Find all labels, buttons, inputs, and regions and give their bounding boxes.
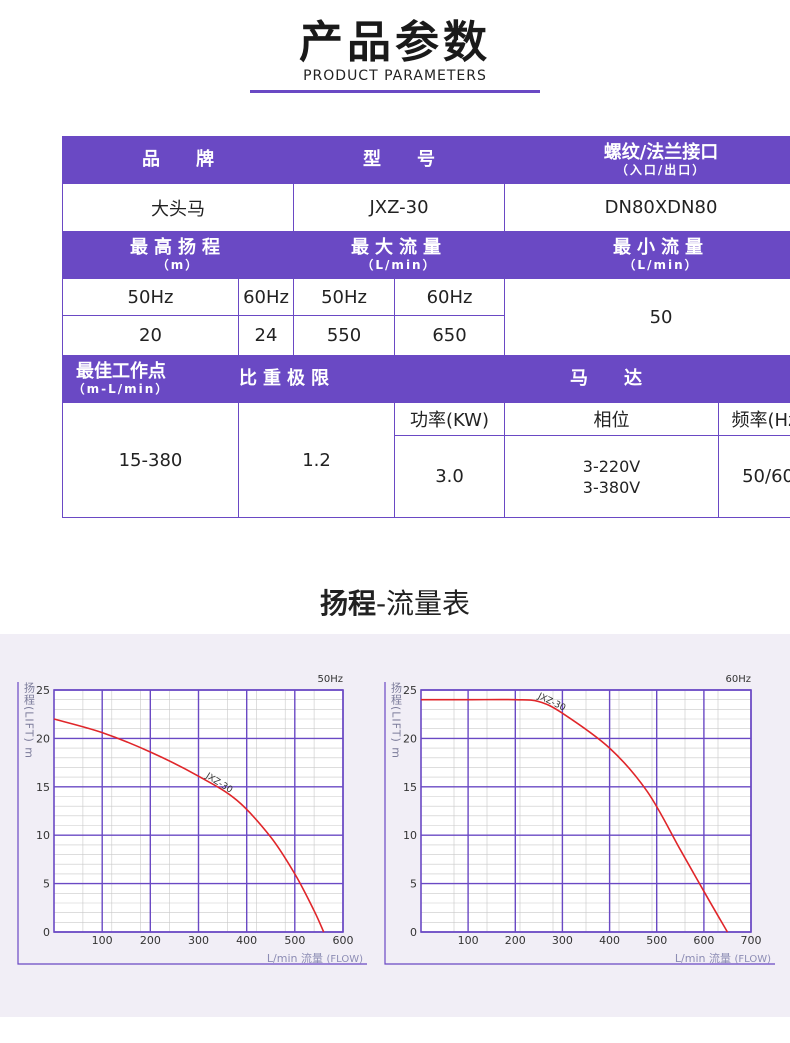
phase-value-1: 3-220V [582,456,641,476]
lift-60hz-label: 60Hz [237,278,295,316]
brand-header: 品 牌 [61,136,295,184]
x-axis-label: L/min 流量 (FLOW) [267,951,363,965]
x-tick-label: 500 [646,934,667,947]
flow-60hz-value: 650 [394,315,506,356]
chart-60hz: 0 5 10 15 20 25 100 200 300 400 500 600 700 60Hz 扬程(LI… [384,674,775,965]
min-flow-header: 最小流量 （L/min） [504,231,790,279]
page-title: 产品参数 [299,17,491,68]
plot-border [53,689,344,933]
x-tick-label: 300 [552,934,573,947]
x-tick-label: 700 [741,934,762,947]
freq-label: 频率(Hz) [718,402,790,436]
phase-label: 相位 [504,402,720,436]
x-tick-label: 100 [92,934,113,947]
port-value: DN80XDN80 [504,183,790,232]
x-tick-label: 200 [140,934,161,947]
model-value: JXZ-30 [293,183,506,232]
y-tick-label: 20 [36,732,50,745]
max-flow-header: 最大流量 （L/min） [293,231,506,279]
y-tick-label: 10 [36,829,50,842]
page-subtitle: PRODUCT PARAMETERS [303,68,487,84]
outer-axis [384,682,775,965]
sg-value: 1.2 [237,402,396,518]
x-tick-label: 100 [458,934,479,947]
lift-50hz-label: 50Hz [62,278,239,316]
best-point-header: 最佳工作点 （m-L/min） [62,355,180,403]
y-tick-label: 5 [410,878,417,891]
x-axis-label: L/min 流量 (FLOW) [675,951,771,965]
model-header: 型 号 [293,136,506,184]
motor-header: 马 达 [394,355,790,403]
plot-border [420,689,752,933]
chart-50hz: 0 5 10 15 20 25 100 200 300 400 500 600 50Hz 扬程(LIFT)… [17,674,367,965]
lift-60hz-value: 24 [237,315,295,356]
power-value: 3.0 [394,435,506,518]
flow-50hz-value: 550 [293,315,396,356]
lift-50hz-value: 20 [62,315,239,356]
y-tick-label: 25 [403,684,417,697]
power-label: 功率(KW) [394,402,506,436]
flow-60hz-label: 60Hz [394,278,506,316]
x-tick-label: 600 [693,934,714,947]
y-tick-label: 20 [403,732,417,745]
x-tick-label: 500 [284,934,305,947]
max-lift-header: 最高扬程 （m） [61,231,295,279]
phase-value: 3-220V 3-380V [504,435,720,518]
y-tick-label: 15 [403,781,417,794]
frequency-label: 60Hz [726,674,752,685]
x-tick-label: 200 [505,934,526,947]
phase-value-2: 3-380V [582,477,641,497]
flow-50hz-label: 50Hz [293,278,396,316]
y-axis-label: 扬程(LIFT) m [390,681,403,759]
parameters-table: 品 牌 型 号 螺纹/法兰接口 （入口/出口） 大头马 JXZ-30 DN80XD… [61,136,790,518]
series-line [421,698,729,933]
frequency-label: 50Hz [318,674,344,685]
title-underline [250,90,540,93]
y-tick-label: 15 [36,781,50,794]
brand-value: 大头马 [61,183,295,232]
x-tick-label: 400 [599,934,620,947]
min-flow-value: 50 [504,278,790,356]
y-axis-label: 扬程(LIFT) m [23,681,36,759]
y-tick-label: 0 [43,926,50,939]
port-header: 螺纹/法兰接口 （入口/出口） [504,136,790,184]
x-tick-label: 400 [236,934,257,947]
y-tick-label: 25 [36,684,50,697]
x-tick-label: 300 [188,934,209,947]
chart-section-title: 扬程-流量表 [319,587,471,620]
y-tick-label: 10 [403,829,417,842]
outer-axis [17,682,367,965]
sg-header: 比重极限 [178,355,396,403]
series-line [53,718,325,933]
freq-value: 50/60 [718,435,790,518]
best-point-value: 15-380 [62,402,239,518]
y-tick-label: 0 [410,926,417,939]
y-tick-label: 5 [43,878,50,891]
x-tick-label: 600 [333,934,354,947]
